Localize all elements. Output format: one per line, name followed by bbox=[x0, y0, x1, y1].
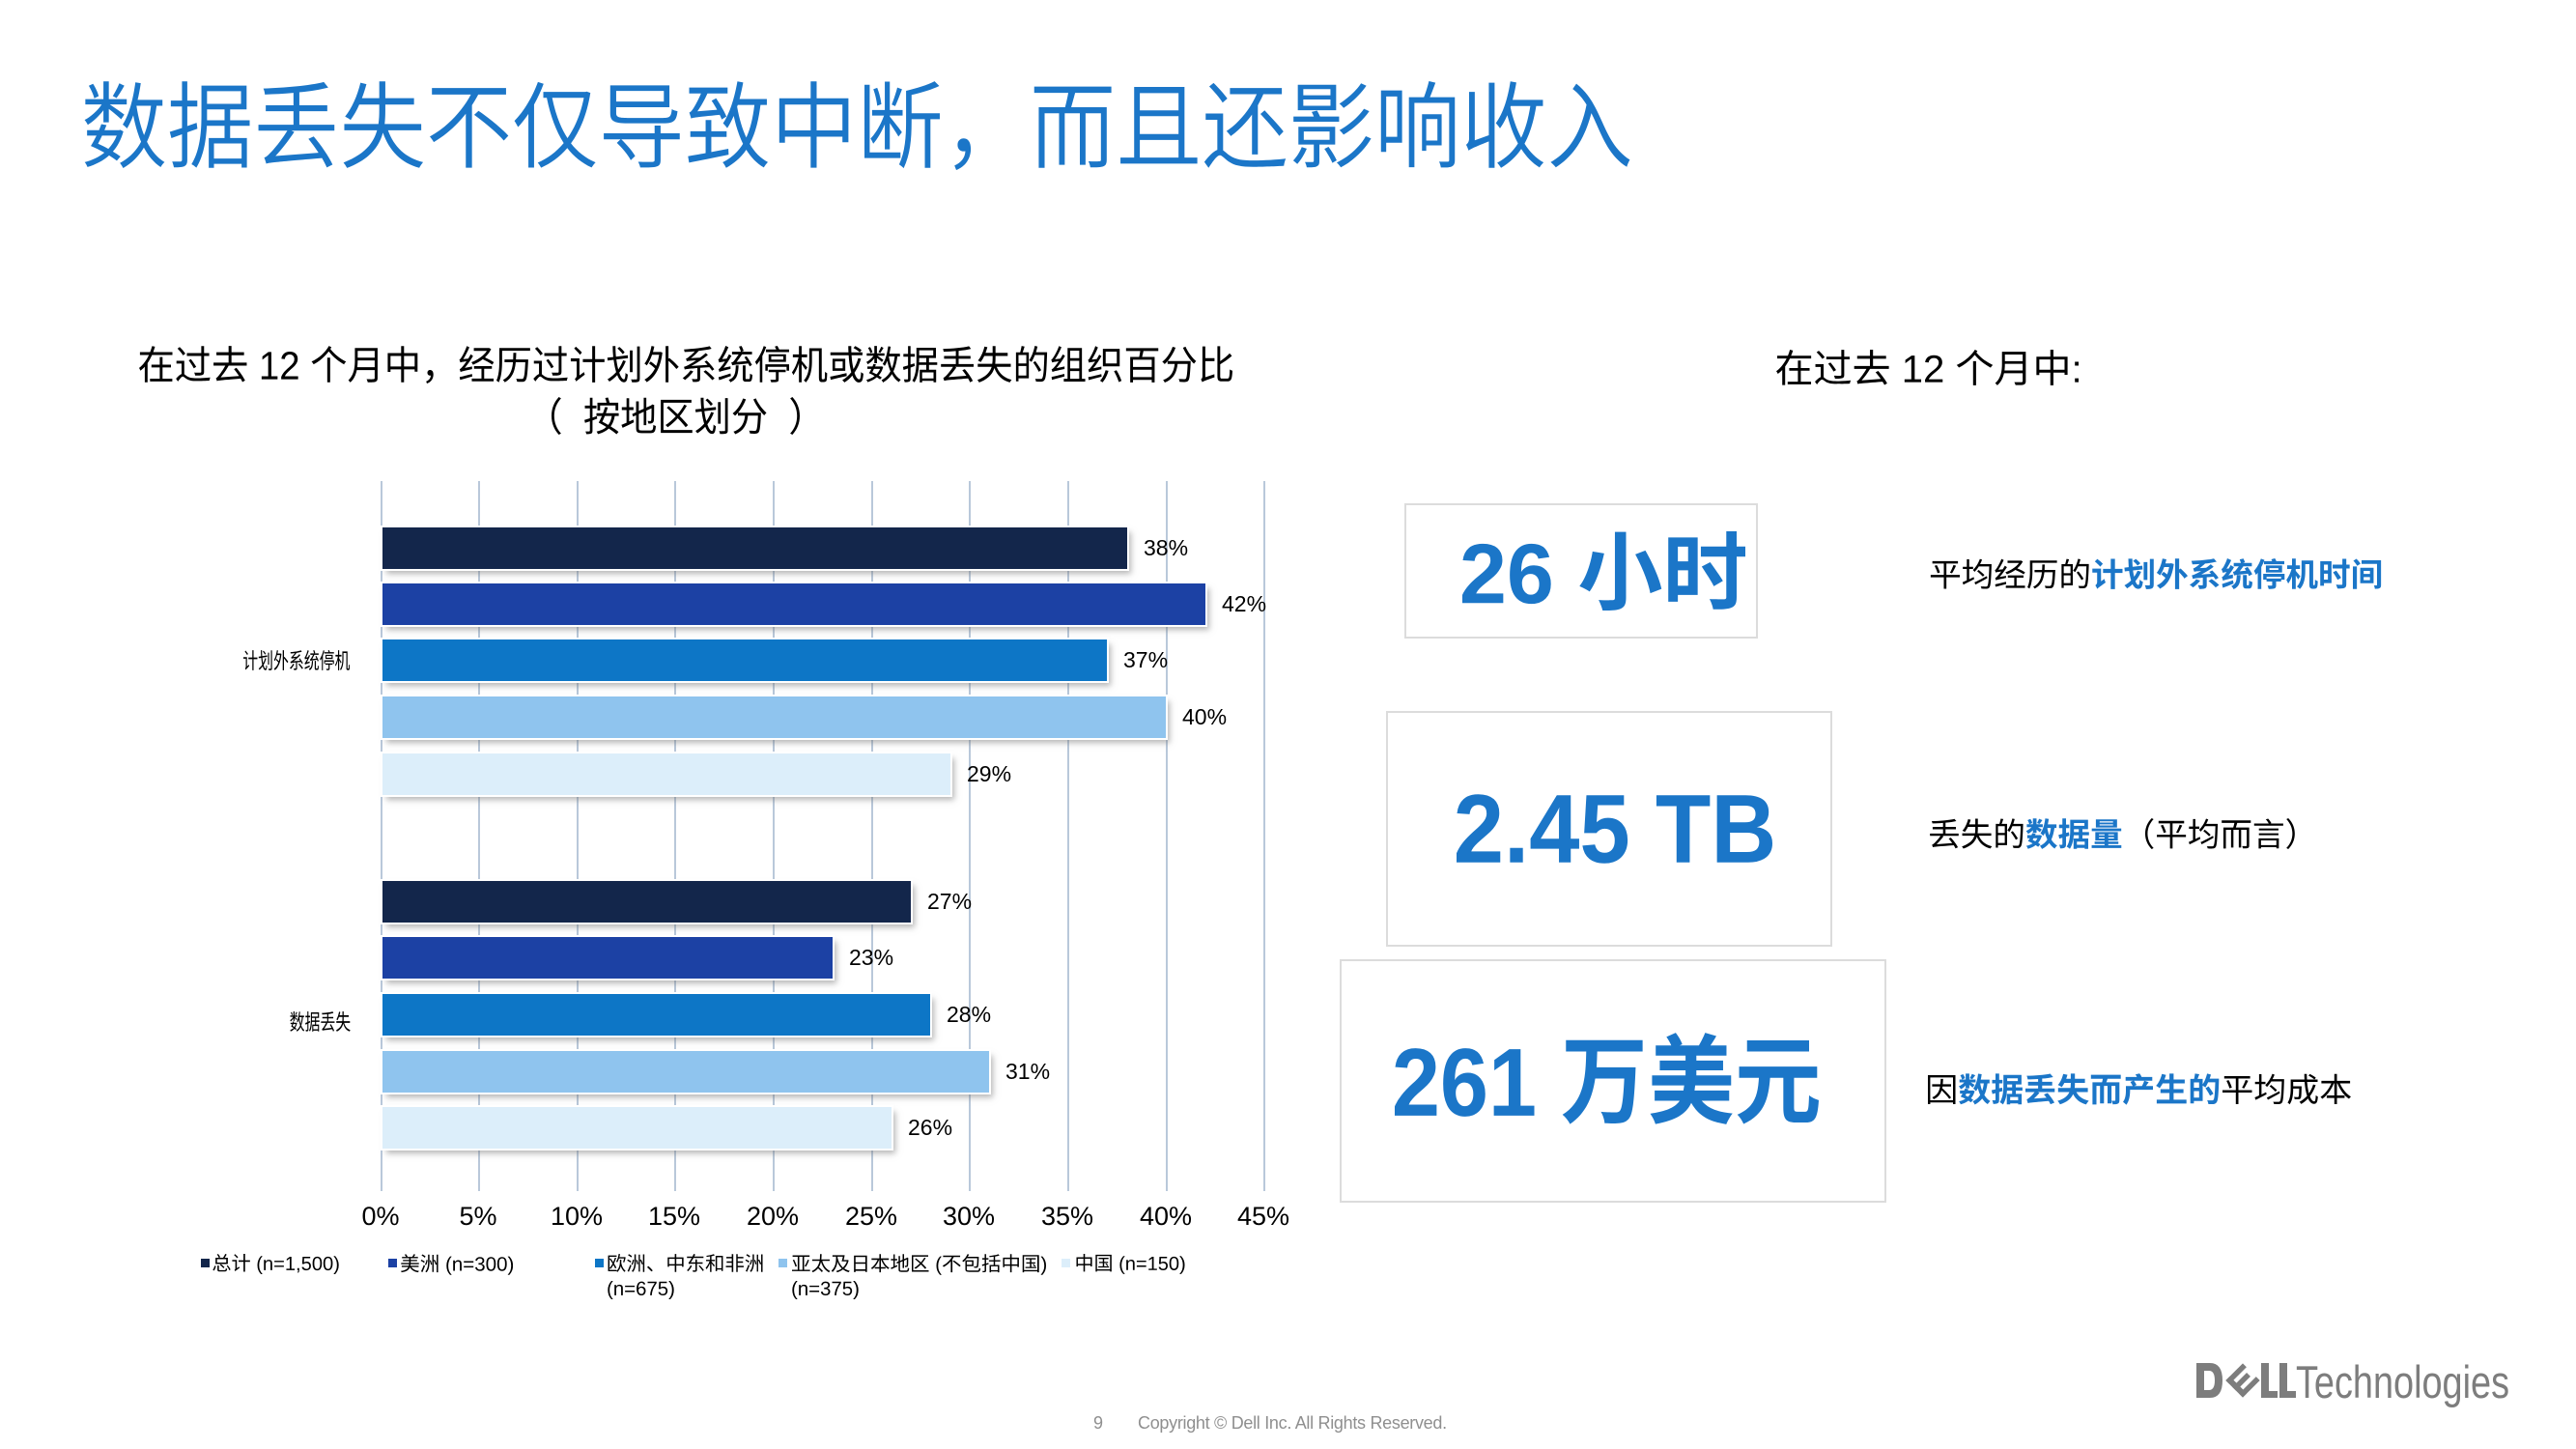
svg-text:Technologies: Technologies bbox=[2296, 1361, 2509, 1407]
